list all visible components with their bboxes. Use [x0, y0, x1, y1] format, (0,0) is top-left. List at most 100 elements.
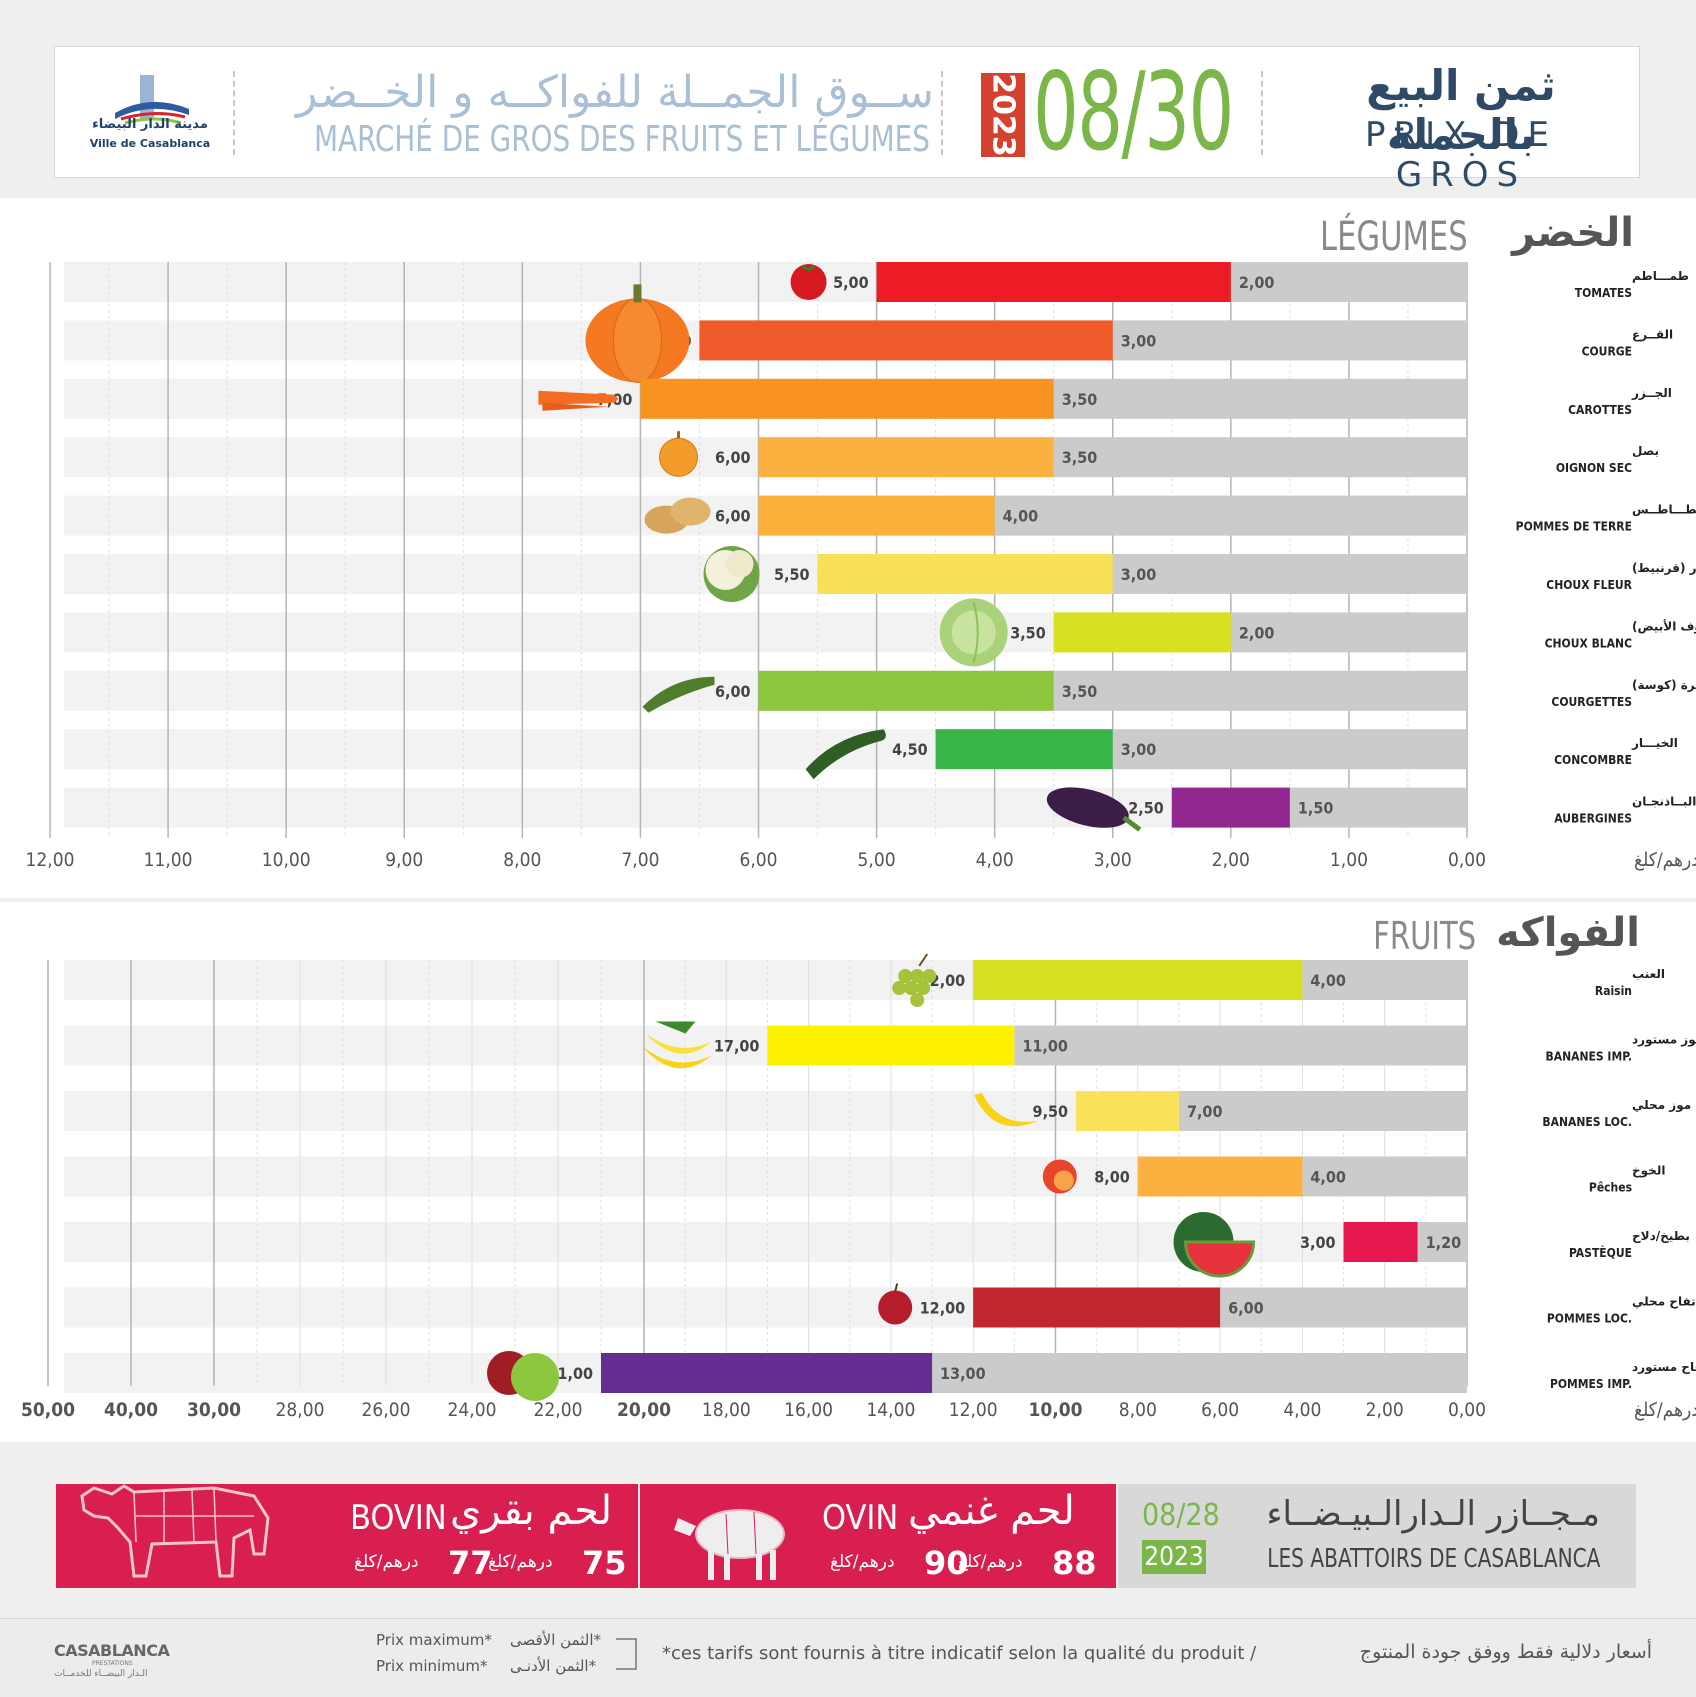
min-price-bar	[1289, 787, 1467, 828]
casablanca-prestations-logo: CASABLANCA	[54, 1641, 170, 1660]
bovin-min-unit: درهم/كلغ	[354, 1552, 419, 1572]
min-price-label: 3,00	[1121, 331, 1157, 350]
cauliflower-icon	[703, 546, 760, 602]
legend-max-ar: *الثمن الأقصى	[510, 1631, 602, 1649]
fruit-row-label-fr: POMMES IMP.	[1550, 1377, 1632, 1391]
tick-label: 2,00	[1366, 1399, 1404, 1421]
min-price-bar	[1417, 1222, 1467, 1262]
max-price-label: 6,00	[715, 448, 751, 467]
tick-label: 4,00	[976, 849, 1014, 871]
min-price-bar	[1014, 1025, 1467, 1066]
max-price-bar	[1053, 612, 1231, 653]
ovin-max-value: 88	[1052, 1544, 1097, 1582]
fruit-row-label-fr: Raisin	[1595, 984, 1632, 998]
min-price-label: 4,00	[1003, 507, 1039, 526]
tick-label: 10,00	[1028, 1399, 1082, 1421]
max-price-label: 8,00	[1094, 1168, 1130, 1187]
min-price-bar	[932, 1353, 1467, 1393]
pumpkin-icon	[585, 284, 690, 383]
ovin-panel: OVIN لحم غنمي 90 درهم/كلغ 88 درهم/كلغ	[640, 1484, 1116, 1588]
legume-row-label-fr: COURGE	[1582, 344, 1632, 358]
tick-label: 28,00	[276, 1399, 325, 1421]
fruits-section: FRUITS الفواكه 4,00 12,00 العنب Raisin 11,00…	[0, 902, 1696, 1442]
onion-icon	[659, 431, 698, 477]
legume-row-label-fr: CONCOMBRE	[1554, 753, 1632, 767]
fruit-row-label-ar: الخوخ	[1632, 1164, 1665, 1179]
min-price-bar	[1053, 378, 1467, 419]
logo-text-ar: مدينة الدار البيضاء	[92, 117, 208, 132]
tick-label: 18,00	[702, 1399, 751, 1421]
legume-row-label-fr: CAROTTES	[1568, 403, 1632, 417]
abattoirs-title-ar: مـجــازر الـدارالـبيـضــاء	[1266, 1494, 1600, 1534]
max-price-bar	[1171, 787, 1290, 828]
min-price-label: 13,00	[940, 1364, 986, 1383]
legume-row-label-ar: القــرع	[1632, 327, 1673, 341]
cabbage-icon	[939, 598, 1008, 667]
min-price-label: 2,00	[1239, 273, 1275, 292]
min-price-bar	[1053, 670, 1467, 711]
min-price-bar	[1220, 1287, 1467, 1328]
legume-row-label-ar: بصل	[1632, 444, 1659, 458]
legumes-section: LÉGUMES الخضر 2,00 5,00 طمـــاطم TOMATES 3,0…	[0, 198, 1696, 898]
sheep-icon	[674, 1509, 785, 1580]
legume-row-label-fr: CHOUX FLEUR	[1546, 578, 1632, 592]
banana-bunch-icon	[641, 1021, 712, 1069]
legume-row-label-ar: الجــزر	[1631, 386, 1672, 400]
legume-row-label-fr: CHOUX BLANC	[1545, 636, 1632, 650]
min-price-label: 3,50	[1062, 682, 1098, 701]
fruit-row-label-fr: BANANES LOC.	[1542, 1115, 1632, 1129]
legume-row-label-ar: بطـــاطــس	[1632, 503, 1696, 517]
fruit-row-label-ar: العنب	[1632, 967, 1665, 981]
min-price-bar	[1112, 729, 1467, 770]
tick-label: 6,00	[739, 849, 777, 871]
peach-icon	[1042, 1159, 1077, 1194]
tick-label: 4,00	[1283, 1399, 1321, 1421]
min-price-label: 11,00	[1022, 1037, 1068, 1056]
date: 08/30	[1033, 50, 1234, 175]
fruit-row-label-ar: بطيخ/دلاح	[1632, 1229, 1690, 1243]
min-price-bar	[1302, 1156, 1467, 1197]
max-price-bar	[1076, 1091, 1179, 1131]
watermelon-icon	[1173, 1212, 1256, 1278]
tick-label: 7,00	[621, 849, 659, 871]
tick-label: 3,00	[1094, 849, 1132, 871]
carrot-icon	[538, 390, 619, 411]
max-price-label: 4,50	[892, 740, 928, 759]
axis-unit-label: درهم/كلغ	[1634, 1399, 1696, 1421]
max-price-label: 17,00	[714, 1037, 760, 1056]
legume-row-label-fr: POMMES DE TERRE	[1516, 520, 1632, 534]
max-price-bar	[758, 437, 1054, 478]
potato-icon	[644, 497, 711, 534]
legume-row-label-ar: طمـــاطم	[1632, 269, 1689, 283]
fruit-row-label-fr: POMMES LOC.	[1547, 1312, 1632, 1326]
fruit-row-label-fr: BANANES IMP.	[1546, 1050, 1632, 1064]
tick-label: 30,00	[187, 1399, 241, 1421]
abattoirs-panel: 08/28 2023 مـجــازر الـدارالـبيـضــاء LE…	[1118, 1484, 1636, 1588]
bovin-min-value: 77	[448, 1544, 493, 1582]
min-price-bar	[994, 495, 1467, 536]
min-price-label: 6,00	[1228, 1299, 1264, 1318]
min-price-label: 7,00	[1187, 1102, 1223, 1121]
max-price-label: 5,50	[774, 565, 810, 584]
logo-ar: الـدار البيضــاء للخدمــات	[54, 1669, 148, 1679]
max-price-bar	[758, 670, 1054, 711]
tick-label: 12,00	[26, 849, 75, 871]
legend-max-fr: Prix maximum*	[376, 1631, 492, 1649]
legumes-chart: 2,005,00طمـــاطمTOMATES3,006,50القــرعCO…	[26, 262, 1696, 871]
year-badge: 2023	[981, 73, 1025, 157]
banana-icon	[974, 1093, 1039, 1127]
zucchini-icon	[642, 676, 715, 713]
fruit-row-label-ar: موز محلي	[1632, 1098, 1691, 1113]
tick-label: 20,00	[617, 1399, 671, 1421]
min-price-bar	[1178, 1091, 1467, 1131]
axis-unit-label: درهم/كلغ	[1634, 849, 1696, 871]
fruits-title-ar: الفواكه	[1496, 910, 1640, 956]
abattoirs-date: 08/28	[1142, 1498, 1220, 1533]
legumes-title-ar: الخضر	[1512, 210, 1634, 256]
legume-row-label-ar: قرعة خضرة (كوسة)	[1632, 678, 1696, 693]
min-price-bar	[1302, 960, 1467, 1000]
tick-label: 8,00	[1119, 1399, 1157, 1421]
min-price-label: 4,00	[1310, 1168, 1346, 1187]
legume-row-label-ar: الخيـــار	[1631, 736, 1678, 750]
row-background	[64, 1222, 1467, 1262]
